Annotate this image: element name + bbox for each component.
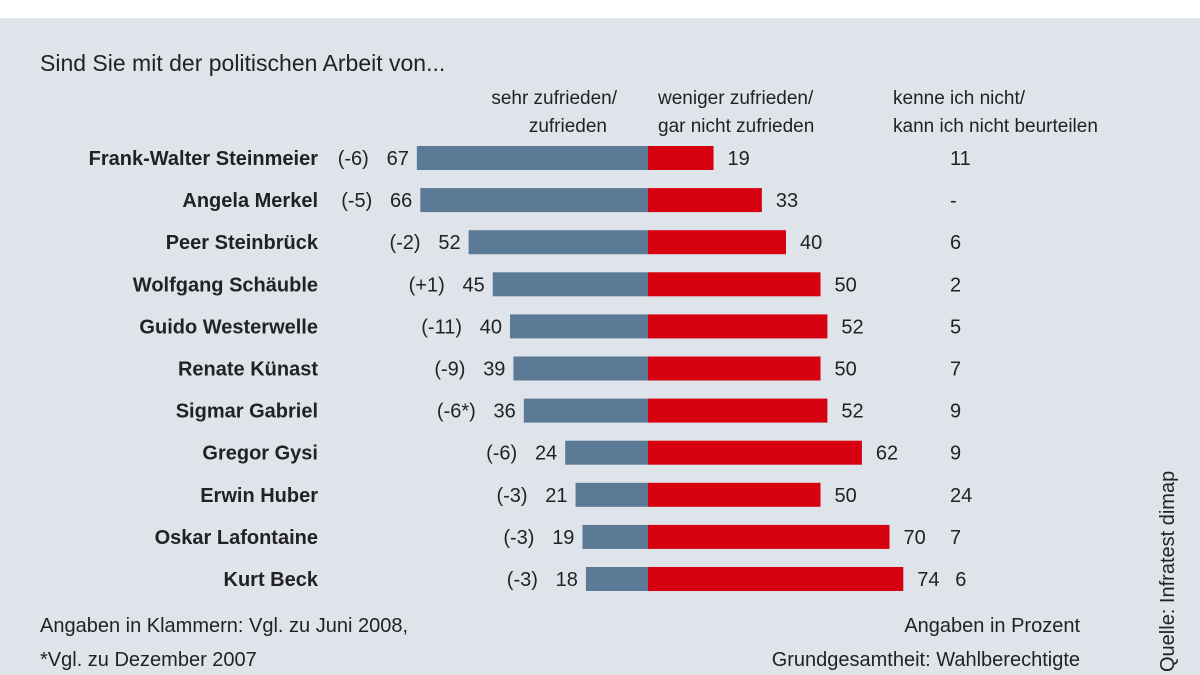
value-label-negative: 52 [841, 401, 863, 423]
value-label-unknown: 24 [950, 485, 972, 507]
bar-negative [648, 524, 890, 549]
value-label-negative: 62 [876, 443, 898, 465]
change-label: (-3) [507, 569, 538, 591]
value-label-negative: 40 [800, 232, 822, 254]
value-label-unknown: 2 [950, 274, 961, 296]
category-label: Renate Künast [178, 359, 318, 381]
header-negative-2: gar nicht zufrieden [658, 116, 814, 137]
value-label-unknown: 11 [950, 148, 971, 170]
change-label: (-9) [434, 359, 465, 381]
bar-positive [585, 567, 648, 591]
value-label-negative: 70 [904, 527, 926, 549]
category-label: Guido Westerwelle [139, 316, 318, 338]
header-unknown-1: kenne ich nicht/ [893, 88, 1026, 109]
change-label: (-5) [341, 190, 372, 212]
chart-title: Sind Sie mit der politischen Arbeit von.… [40, 50, 445, 76]
category-label: Oskar Lafontaine [155, 527, 318, 549]
value-label-positive: 66 [390, 190, 412, 212]
bar-negative [648, 272, 821, 297]
change-label: (-2) [389, 232, 420, 254]
source-label: Quelle: Infratest dimap [1157, 471, 1179, 672]
bar-positive [523, 398, 648, 423]
bar-negative [648, 398, 828, 423]
bar-negative [648, 188, 762, 213]
bar-positive [575, 482, 648, 507]
value-label-negative: 50 [835, 274, 857, 296]
value-label-negative: 52 [841, 316, 863, 338]
category-label: Peer Steinbrück [166, 232, 319, 254]
bar-positive [420, 188, 648, 213]
value-label-positive: 45 [463, 274, 485, 296]
value-label-unknown: 9 [950, 401, 961, 423]
bar-positive [468, 230, 648, 255]
value-label-positive: 39 [483, 359, 505, 381]
bar-negative [648, 567, 904, 591]
change-label: (+1) [409, 274, 445, 296]
bar-positive [492, 272, 648, 297]
footnote-right-2: Grundgesamtheit: Wahlberechtigte [772, 649, 1080, 671]
category-label: Angela Merkel [182, 190, 318, 212]
value-label-positive: 19 [552, 527, 574, 549]
bar-negative [648, 146, 714, 170]
value-label-unknown: 6 [950, 232, 961, 254]
bar-negative [648, 356, 821, 381]
value-label-negative: 50 [835, 359, 857, 381]
footnote-left-2: *Vgl. zu Dezember 2007 [40, 649, 257, 671]
value-label-negative: 33 [776, 190, 798, 212]
bar-positive [513, 356, 648, 381]
header-positive-2: zufrieden [529, 116, 607, 137]
category-label: Frank-Walter Steinmeier [89, 148, 319, 170]
change-label: (-3) [503, 527, 534, 549]
change-label: (-6*) [437, 401, 476, 423]
value-label-positive: 21 [545, 485, 567, 507]
chart-panel [0, 18, 1200, 675]
header-positive-1: sehr zufrieden/ [491, 88, 617, 109]
value-label-negative: 74 [917, 569, 939, 591]
footnote-right-1: Angaben in Prozent [904, 615, 1080, 637]
change-label: (-11) [421, 316, 462, 338]
bar-negative [648, 314, 828, 339]
change-label: (-6) [486, 443, 517, 465]
value-label-unknown: 9 [950, 443, 961, 465]
header-negative-1: weniger zufrieden/ [657, 88, 814, 109]
value-label-positive: 67 [387, 148, 409, 170]
bar-positive [510, 314, 648, 339]
value-label-positive: 18 [556, 569, 578, 591]
value-label-negative: 19 [728, 148, 750, 170]
bar-negative [648, 440, 862, 465]
bar-negative [648, 482, 821, 507]
footnote-left-1: Angaben in Klammern: Vgl. zu Juni 2008, [40, 615, 408, 637]
bar-positive [582, 524, 648, 549]
value-label-unknown: 5 [950, 316, 961, 338]
value-label-unknown: 7 [950, 527, 961, 549]
change-label: (-6) [338, 148, 369, 170]
value-label-positive: 36 [494, 401, 516, 423]
category-label: Kurt Beck [224, 569, 319, 591]
value-label-negative: 50 [835, 485, 857, 507]
value-label-positive: 40 [480, 316, 502, 338]
category-label: Wolfgang Schäuble [133, 274, 318, 296]
value-label-positive: 24 [535, 443, 557, 465]
category-label: Erwin Huber [200, 485, 318, 507]
header-unknown-2: kann ich nicht beurteilen [893, 116, 1098, 137]
value-label-positive: 52 [438, 232, 460, 254]
category-label: Sigmar Gabriel [176, 401, 318, 423]
bar-negative [648, 230, 786, 255]
bar-positive [416, 146, 648, 170]
value-label-unknown: - [950, 190, 957, 212]
category-label: Gregor Gysi [202, 443, 318, 465]
value-label-unknown: 6 [955, 569, 966, 591]
bar-positive [565, 440, 648, 465]
change-label: (-3) [496, 485, 527, 507]
value-label-unknown: 7 [950, 359, 961, 381]
